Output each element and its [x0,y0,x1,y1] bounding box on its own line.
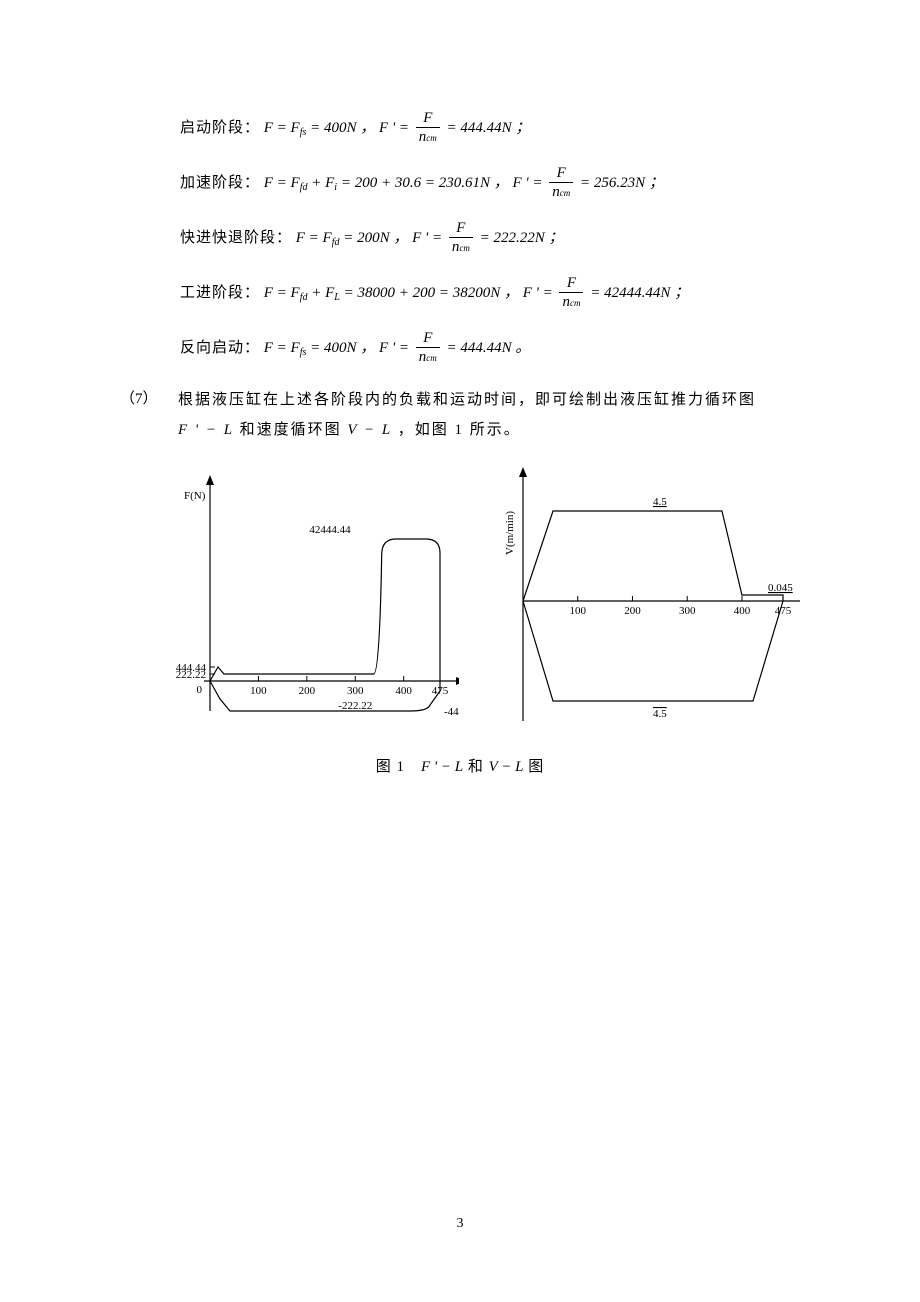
svg-text:200: 200 [299,685,316,697]
para7-number: （7） [120,385,178,445]
svg-text:400: 400 [734,605,751,617]
figure-caption: 图 1 F ' − L 和 V − L 图 [120,753,800,782]
chart-v-l: V(m/min)L(mm)1002003004004754.50.0454.5 [483,461,800,741]
svg-text:0.045: 0.045 [768,582,793,594]
page-number: 3 [0,1216,920,1232]
svg-text:0: 0 [197,684,203,696]
eq-accel: 加速阶段： F = Ffd + Fi = 200 + 30.6 = 230.61… [180,165,800,202]
eq-reverse: 反向启动： F = Ffs = 400N ， F ' = Fncm = 444.… [180,330,800,367]
charts-row: F(N)L(mm)0100200300400475444.44222.22424… [160,461,800,741]
eq-work: 工进阶段： F = Ffd + FL = 38000 + 200 = 38200… [180,275,800,312]
svg-text:100: 100 [570,605,587,617]
svg-text:475: 475 [775,605,792,617]
svg-text:F(N): F(N) [184,490,206,502]
svg-text:-444.44: -444.44 [444,706,459,718]
chart-f-l: F(N)L(mm)0100200300400475444.44222.22424… [160,461,459,741]
svg-text:400: 400 [395,685,412,697]
eq-start: 启动阶段： F = Ffs = 400N ， F ' = Fncm = 444.… [180,110,800,147]
svg-text:222.22: 222.22 [176,669,206,681]
svg-text:200: 200 [624,605,641,617]
svg-text:V(m/min): V(m/min) [504,511,516,555]
svg-text:300: 300 [679,605,696,617]
fraction: Fncm [416,110,440,147]
svg-text:4.5: 4.5 [653,708,667,720]
svg-text:-222.22: -222.22 [338,700,372,712]
eq-fast: 快进快退阶段： F = Ffd = 200N ， F ' = Fncm = 22… [180,220,800,257]
svg-text:42444.44: 42444.44 [309,524,351,536]
eq-start-label: 启动阶段： [180,120,260,136]
para7-line1: 根据液压缸在上述各阶段内的负载和运动时间，即可绘制出液压缸推力循环图 [178,392,756,408]
paragraph-7: （7） 根据液压缸在上述各阶段内的负载和运动时间，即可绘制出液压缸推力循环图 F… [120,385,800,445]
svg-text:4.5: 4.5 [653,496,667,508]
svg-text:100: 100 [250,685,267,697]
svg-text:300: 300 [347,685,364,697]
